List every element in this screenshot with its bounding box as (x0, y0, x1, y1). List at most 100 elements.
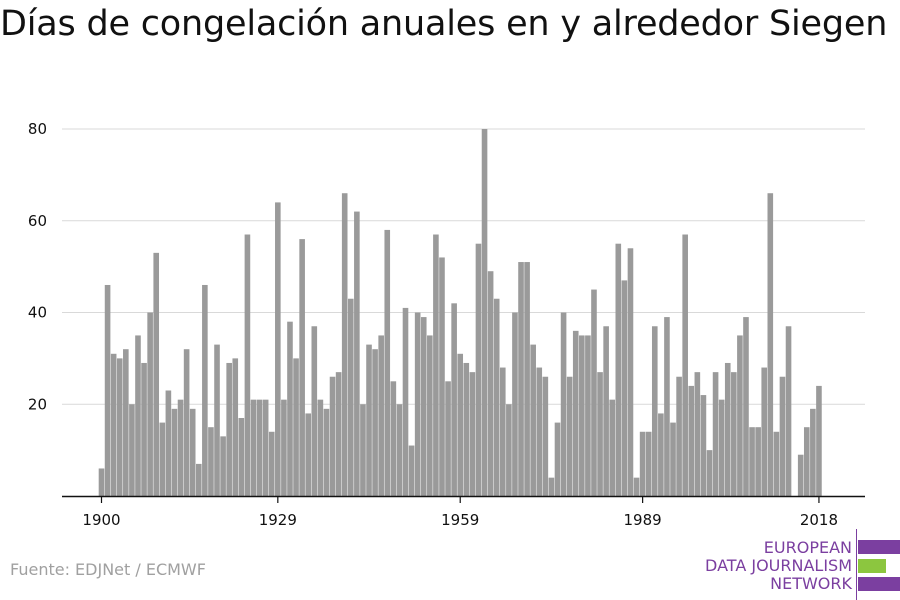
bar-1961 (469, 372, 476, 496)
bar-1988 (633, 477, 640, 496)
bar-2016 (803, 427, 810, 496)
bar-1947 (384, 229, 391, 497)
bar-1972 (536, 367, 543, 496)
x-tick-label: 1929 (259, 511, 297, 529)
bar-1936 (317, 399, 324, 496)
x-tick-label: 1900 (82, 511, 120, 529)
bar-1903 (116, 358, 123, 497)
bar-1912 (171, 408, 178, 496)
bar-1925 (250, 399, 257, 496)
bar-1977 (566, 376, 573, 497)
bar-1991 (651, 326, 658, 496)
bar-1969 (518, 262, 524, 496)
bar-1942 (354, 211, 360, 496)
bar-1962 (475, 243, 482, 496)
y-tick-label: 20 (28, 395, 47, 413)
bar-1959 (457, 353, 464, 496)
bar-1981 (591, 289, 597, 496)
logo-text-line-3: NETWORK (770, 574, 852, 593)
bar-1915 (189, 408, 196, 496)
bar-1956 (439, 257, 445, 496)
bar-1976 (560, 312, 567, 496)
source-note: Fuente: EDJNet / ECMWF (10, 560, 206, 579)
bar-1999 (700, 395, 707, 496)
bar-1978 (572, 330, 579, 496)
bar-1949 (396, 404, 403, 496)
logo-text-line-1: EUROPEAN (763, 538, 852, 557)
bar-1938 (329, 376, 336, 497)
bar-2018 (816, 385, 822, 496)
bar-2008 (755, 427, 761, 496)
bar-1957 (445, 381, 451, 496)
bar-2013 (785, 326, 792, 496)
bar-1929 (275, 202, 281, 496)
bar-1924 (244, 234, 251, 496)
bar-1945 (372, 349, 378, 496)
bar-1963 (481, 129, 488, 496)
bar-1910 (159, 422, 166, 496)
bar-1998 (694, 372, 701, 496)
bar-1990 (645, 431, 652, 496)
bar-1971 (530, 344, 536, 496)
bar-1927 (262, 399, 269, 496)
bar-1944 (366, 344, 372, 496)
bar-2010 (767, 193, 774, 496)
bar-1921 (226, 362, 232, 496)
bar-1900 (98, 468, 105, 497)
bar-1950 (402, 307, 409, 496)
bar-1974 (548, 477, 555, 496)
bar-1985 (615, 243, 622, 496)
bar-1967 (506, 404, 512, 496)
bar-1934 (305, 413, 312, 497)
logo-bar-middle (858, 559, 886, 573)
bar-2000 (706, 450, 713, 497)
bar-1993 (664, 317, 670, 496)
bar-1916 (195, 463, 202, 496)
bar-1941 (347, 298, 354, 496)
bar-1902 (110, 353, 117, 496)
bar-1953 (420, 317, 427, 496)
bar-1983 (603, 326, 609, 496)
logo-text-line-2: DATA JOURNALISM (705, 556, 852, 575)
bar-1928 (268, 431, 275, 496)
bar-1935 (311, 326, 318, 496)
bar-1923 (238, 418, 245, 496)
bar-2001 (712, 372, 719, 496)
bar-2005 (737, 335, 743, 496)
bar-1926 (256, 399, 263, 496)
bar-1952 (414, 312, 421, 496)
bar-2017 (810, 408, 816, 496)
bar-1918 (208, 427, 214, 496)
bar-1940 (341, 193, 348, 496)
y-ticks: 20 40 60 80 (28, 120, 47, 413)
bar-1995 (676, 376, 682, 497)
bar-1960 (463, 362, 470, 496)
edjnet-logo[interactable]: EUROPEAN DATA JOURNALISM NETWORK (700, 529, 900, 600)
bar-1946 (378, 335, 384, 496)
bar-1905 (129, 404, 135, 496)
x-tick-label: 1959 (441, 511, 479, 529)
bar-1906 (135, 335, 141, 496)
bar-1943 (360, 404, 366, 496)
bar-1992 (658, 413, 664, 497)
bar-2004 (731, 372, 737, 496)
bar-1975 (554, 422, 561, 496)
logo-bar-top (858, 540, 900, 554)
bar-1937 (323, 408, 330, 496)
bar-1968 (512, 312, 518, 496)
y-tick-label: 80 (28, 120, 47, 138)
bar-2012 (779, 376, 786, 497)
bar-1986 (621, 280, 628, 496)
x-tick-label: 1989 (624, 511, 662, 529)
bar-1984 (609, 399, 616, 496)
y-tick-label: 60 (28, 212, 47, 230)
bar-1970 (524, 262, 530, 496)
bar-1966 (499, 367, 506, 496)
bar-1996 (682, 234, 688, 496)
bar-1931 (287, 321, 293, 496)
x-tick-label: 2018 (800, 511, 838, 529)
bar-1930 (281, 399, 287, 496)
bar-1958 (451, 303, 457, 496)
bar-chart: 1900 1929 1959 1989 2018 20 40 60 80 (28, 120, 865, 529)
bar-1911 (165, 390, 172, 496)
